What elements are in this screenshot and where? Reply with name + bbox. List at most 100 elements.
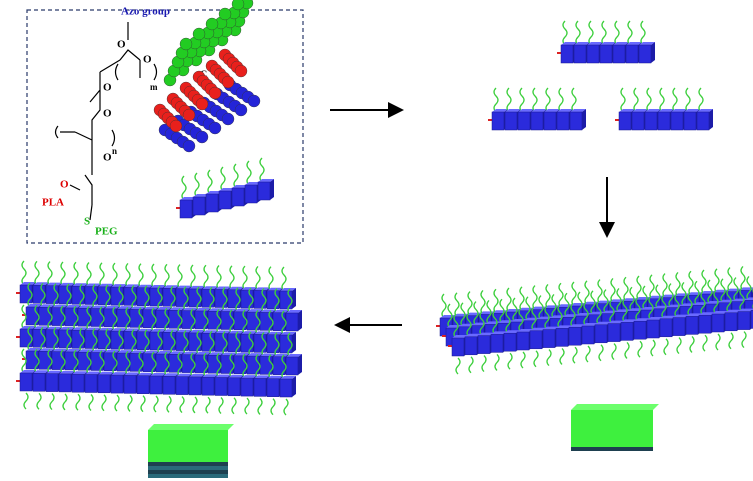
block (33, 373, 45, 391)
chain (191, 265, 195, 289)
sphere (209, 87, 221, 99)
block (258, 182, 270, 200)
chain (508, 353, 512, 369)
block (619, 112, 631, 130)
block (574, 45, 586, 63)
chain (572, 282, 576, 306)
block (46, 374, 58, 392)
block (491, 334, 503, 352)
block-side (582, 109, 586, 130)
block-side (292, 376, 296, 397)
film-face (571, 410, 653, 447)
chain (22, 349, 26, 373)
chain (152, 264, 156, 288)
chem-label: O (143, 54, 152, 66)
chain (673, 88, 677, 112)
chem-label: O (103, 82, 112, 94)
chain (702, 270, 706, 294)
chain (87, 263, 91, 287)
sphere (235, 104, 247, 116)
block (206, 194, 218, 212)
chain (611, 278, 615, 302)
chain (208, 170, 212, 194)
chain (585, 281, 589, 305)
block (492, 112, 504, 130)
chain (245, 398, 249, 414)
chain (50, 394, 54, 410)
block (465, 337, 477, 355)
chain (195, 173, 199, 197)
chain (716, 334, 720, 350)
chain (546, 88, 550, 112)
chain (206, 397, 210, 413)
block (232, 188, 244, 206)
block (150, 332, 162, 350)
block-side (298, 310, 302, 331)
chain (602, 21, 606, 45)
chain (284, 399, 288, 415)
chain (37, 393, 41, 409)
chain (243, 266, 247, 290)
chain (469, 357, 473, 373)
block (286, 313, 298, 331)
chain (650, 275, 654, 299)
chain (612, 344, 616, 360)
chain (232, 398, 236, 414)
chain (546, 284, 550, 308)
chain (100, 263, 104, 287)
chem-label: n (112, 146, 117, 156)
sphere (193, 28, 205, 40)
block (639, 45, 651, 63)
chem-label: PEG (95, 226, 118, 238)
sphere (196, 131, 208, 143)
sphere (222, 76, 234, 88)
block (613, 45, 625, 63)
block (582, 326, 594, 344)
chain (455, 293, 459, 317)
block (660, 319, 672, 337)
block (163, 376, 175, 394)
chain (741, 266, 745, 290)
chem-label: O (60, 179, 69, 191)
chain (22, 305, 26, 329)
block (452, 338, 464, 356)
block-side (270, 179, 274, 200)
chain (572, 88, 576, 112)
chain (559, 88, 563, 112)
block (150, 376, 162, 394)
chain (221, 167, 225, 191)
chain (167, 396, 171, 412)
chain (699, 88, 703, 112)
block (20, 329, 32, 347)
film-layer (148, 462, 228, 466)
block (725, 313, 737, 331)
chain (182, 176, 186, 200)
block (241, 334, 253, 352)
chain (22, 261, 26, 285)
block (673, 318, 685, 336)
block (215, 378, 227, 396)
block (517, 332, 529, 350)
chain (660, 88, 664, 112)
chain (481, 290, 485, 314)
block (241, 290, 253, 308)
block (33, 285, 45, 303)
block (699, 315, 711, 333)
block (543, 330, 555, 348)
chain (89, 395, 93, 411)
block (600, 45, 612, 63)
block (46, 286, 58, 304)
block (189, 333, 201, 351)
block (46, 330, 58, 348)
block (20, 285, 32, 303)
block (587, 45, 599, 63)
chain (219, 398, 223, 414)
chain (651, 340, 655, 356)
chain (494, 88, 498, 112)
chain (560, 348, 564, 364)
block (85, 287, 97, 305)
chain (586, 346, 590, 362)
strip (615, 88, 713, 130)
chain (141, 396, 145, 412)
chain (677, 338, 681, 354)
